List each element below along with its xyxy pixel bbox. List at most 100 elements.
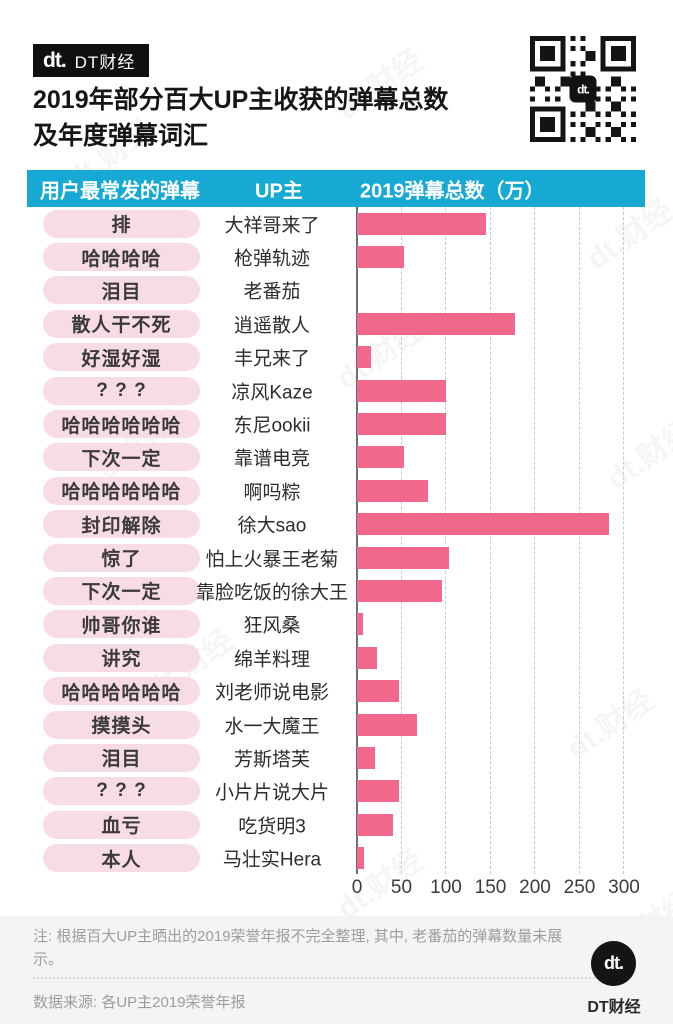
comment-pill: 排: [43, 209, 200, 238]
table-row: ? ? ? 小片片说大片: [0, 775, 673, 808]
comment-pill: 下次一定: [43, 443, 200, 472]
footer-dt-logo-label: DT财经: [587, 999, 641, 1016]
danmaku-bar: [357, 479, 429, 502]
x-tick-label: 100: [430, 877, 462, 898]
danmaku-bar: [357, 246, 405, 269]
dt-logo-label: DT财经: [74, 53, 136, 72]
danmaku-bar: [357, 579, 442, 602]
comment-pill: 好湿好湿: [43, 343, 200, 372]
comment-pill: 哈哈哈哈哈哈: [43, 410, 200, 439]
x-tick-label: 0: [351, 877, 363, 898]
table-row: 惊了 怕上火暴王老菊: [0, 541, 673, 574]
comment-pill: 帅哥你谁: [43, 610, 200, 639]
qr-code: dt.: [530, 36, 636, 142]
comment-pill: 泪目: [43, 743, 200, 772]
danmaku-bar: [357, 446, 405, 469]
gridline: [489, 207, 491, 874]
table-row: 讲究 绵羊料理: [0, 641, 673, 674]
comment-pill: ? ? ?: [43, 777, 200, 806]
up-name: 狂风桑: [243, 615, 301, 637]
table-rows: 排 大祥哥来了哈哈哈哈 枪弹轨迹泪目 老番茄散人干不死 逍遥散人好湿好湿 丰兄来了 ? ? …: [0, 207, 673, 875]
column-header-comment: 用户最常发的弹幕: [40, 180, 200, 202]
up-name: 马壮实Hera: [222, 849, 322, 871]
table-row: 封印解除 徐大sao: [0, 508, 673, 541]
table-header: 用户最常发的弹幕 UP主 2019弹幕总数（万）: [27, 170, 645, 207]
table-row: 泪目 老番茄: [0, 274, 673, 307]
danmaku-bar: [357, 513, 609, 536]
up-name: 吃货明3: [238, 816, 306, 838]
footer-dt-logo-icon: dt.: [591, 941, 636, 986]
table-row: 本人 马壮实Hera: [0, 841, 673, 874]
up-name: 枪弹轨迹: [233, 248, 310, 270]
up-name: 凉风Kaze: [231, 382, 313, 404]
comment-pill: 哈哈哈哈哈哈: [43, 476, 200, 505]
chart-grid: [356, 207, 646, 874]
up-name: 啊吗粽: [243, 482, 301, 504]
danmaku-bar: [357, 713, 417, 736]
up-name: 小片片说大片: [214, 782, 329, 804]
danmaku-bar: [357, 546, 449, 569]
gridline: [623, 207, 624, 874]
x-tick-label: 50: [390, 877, 413, 898]
data-source: 数据来源: 各UP主2019荣誉年报: [33, 994, 246, 1011]
up-name: 老番茄: [243, 281, 301, 303]
dotted-divider: [33, 977, 627, 979]
danmaku-bar: [357, 746, 375, 769]
up-name: 水一大魔王: [224, 716, 320, 738]
up-name: 大祥哥来了: [224, 215, 320, 237]
column-header-up: UP主: [255, 180, 303, 202]
danmaku-bar: [357, 613, 364, 636]
qr-pattern-icon: [530, 36, 636, 142]
table-row: 散人干不死 逍遥散人: [0, 307, 673, 340]
comment-pill: 惊了: [43, 543, 200, 572]
comment-pill: 泪目: [43, 276, 200, 305]
danmaku-bar: [357, 646, 377, 669]
table-row: 哈哈哈哈哈哈 刘老师说电影: [0, 674, 673, 707]
y-axis-line: [356, 207, 358, 874]
danmaku-bar: [357, 813, 393, 836]
table-row: 下次一定 靠脸吃饭的徐大王: [0, 574, 673, 607]
table-row: 好湿好湿 丰兄来了: [0, 341, 673, 374]
danmaku-bar: [357, 379, 446, 402]
up-name: 芳斯塔芙: [233, 749, 310, 771]
up-name: 徐大sao: [237, 515, 307, 537]
comment-pill: ? ? ?: [43, 376, 200, 405]
dt-logo-icon: dt.: [43, 49, 67, 72]
danmaku-bar: [357, 413, 446, 436]
up-name: 靠脸吃饭的徐大王: [195, 582, 348, 604]
table-row: 哈哈哈哈哈哈 东尼ookii: [0, 407, 673, 440]
footnote: 注: 根据百大UP主晒出的2019荣誉年报不完全整理, 其中, 老番茄的弹幕数量…: [33, 928, 563, 969]
page-title: 2019年部分百大UP主收获的弹幕总数 及年度弹幕词汇: [33, 82, 448, 155]
danmaku-bar: [357, 346, 372, 369]
table-row: 帅哥你谁 狂风桑: [0, 608, 673, 641]
table-row: 哈哈哈哈 枪弹轨迹: [0, 240, 673, 273]
x-tick-label: 150: [474, 877, 507, 898]
comment-pill: 哈哈哈哈: [43, 243, 200, 272]
comment-pill: 哈哈哈哈哈哈: [43, 677, 200, 706]
dt-logo-bar: dt. DT财经: [33, 44, 150, 77]
danmaku-bar: [357, 312, 515, 335]
up-name: 怕上火暴王老菊: [205, 549, 339, 571]
up-name: 丰兄来了: [233, 348, 310, 370]
up-name: 逍遥散人: [233, 315, 310, 337]
page-title-line1: 2019年部分百大UP主收获的弹幕总数: [33, 86, 449, 114]
gridline: [578, 207, 580, 874]
gridline: [400, 207, 402, 874]
table-row: 排 大祥哥来了: [0, 207, 673, 240]
comment-pill: 摸摸头: [43, 710, 200, 739]
gridline: [534, 207, 535, 874]
comment-pill: 本人: [43, 844, 200, 873]
table-row: 下次一定 靠谱电竞: [0, 441, 673, 474]
comment-pill: 下次一定: [43, 576, 200, 605]
x-tick-label: 200: [519, 877, 551, 898]
danmaku-bar: [357, 847, 365, 870]
danmaku-bar: [357, 780, 399, 803]
footer-background: [0, 916, 673, 1024]
up-name: 刘老师说电影: [214, 682, 329, 704]
up-name: 靠谱电竞: [233, 448, 310, 470]
comment-pill: 封印解除: [43, 510, 200, 539]
x-axis: 0 50 100 150 200 250 300: [0, 877, 673, 901]
table-row: 泪目 芳斯塔芙: [0, 741, 673, 774]
comment-pill: 讲究: [43, 643, 200, 672]
